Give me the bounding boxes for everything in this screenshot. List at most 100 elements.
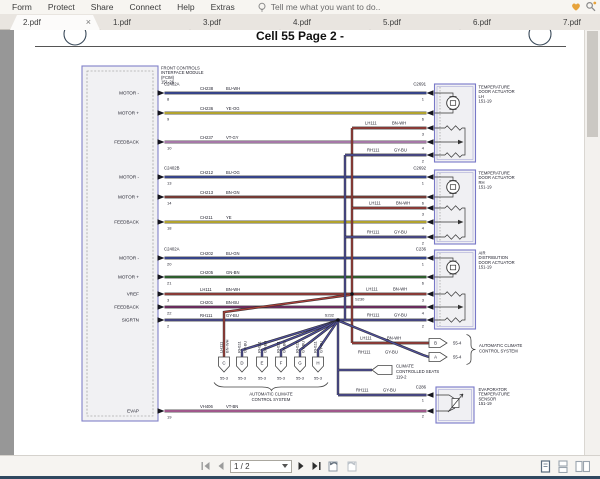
- tab-3.pdf[interactable]: 3.pdf: [190, 15, 280, 30]
- search-icon[interactable]: [585, 1, 597, 12]
- view-mode-group: [540, 459, 590, 473]
- connector-B: [428, 338, 448, 348]
- prev-page-button[interactable]: [216, 461, 225, 471]
- module-pin-label: EVAP: [127, 409, 139, 414]
- module-pin-number: 8: [167, 97, 170, 102]
- actuator-name: RH: [479, 180, 485, 185]
- menu-help[interactable]: Help: [177, 2, 195, 12]
- next-view-button[interactable]: [345, 460, 358, 472]
- menu-protect[interactable]: Protect: [47, 2, 75, 12]
- net-circuit-label: LH111: [369, 201, 381, 206]
- arrowhead-right: [157, 274, 165, 280]
- net-color-label: GY-BU: [394, 148, 407, 153]
- motor-symbol: [446, 260, 460, 275]
- tab-1.pdf[interactable]: 1.pdf: [100, 15, 190, 30]
- tell-me-box[interactable]: Tell me what you want to do..: [257, 2, 380, 13]
- wire-color-label: BU-GN: [226, 251, 240, 256]
- tab-close-icon[interactable]: ×: [85, 17, 91, 27]
- junction-label: S232: [325, 313, 335, 318]
- tab-5.pdf[interactable]: 5.pdf: [370, 15, 460, 30]
- connector-letter: G: [298, 361, 302, 366]
- tab-label: 1.pdf: [113, 18, 131, 27]
- arrowhead-left: [426, 274, 434, 280]
- connector-D: [236, 356, 248, 373]
- single-page-view-button[interactable]: [540, 459, 551, 473]
- continuous-view-button[interactable]: [557, 459, 569, 473]
- menu-extras[interactable]: Extras: [210, 2, 235, 12]
- wiper-arrow: [458, 139, 464, 145]
- last-page-button[interactable]: [311, 461, 322, 471]
- actuator-pin-number: 6: [422, 117, 425, 122]
- module-name: 151-26: [161, 80, 175, 85]
- connector-C: [218, 356, 230, 373]
- wire: [280, 319, 339, 357]
- binder-hole-right: [528, 30, 552, 46]
- diagram-shape: [449, 264, 457, 271]
- resistor-symbol: [444, 234, 463, 240]
- tab-label: 5.pdf: [383, 18, 401, 27]
- net-circuit-label: RH111: [358, 350, 371, 355]
- module-pin-number: 22: [167, 311, 172, 316]
- next-page-button[interactable]: [297, 461, 306, 471]
- menu-share[interactable]: Share: [90, 2, 114, 12]
- menu-items: Form Protect Share Connect Help Extras: [4, 2, 243, 12]
- vertical-circuit-label: RH111: [313, 340, 318, 353]
- actuator-name: 151-19: [479, 185, 493, 190]
- actuator-pin-number: 6: [422, 281, 425, 286]
- arrowhead-left: [426, 110, 434, 116]
- tab-4.pdf[interactable]: 4.pdf: [280, 15, 370, 30]
- arrowhead-right: [157, 304, 165, 310]
- tab-7.pdf[interactable]: 7.pdf: [550, 15, 600, 30]
- module-pin-number: 10: [167, 146, 172, 151]
- first-page-button[interactable]: [200, 461, 211, 471]
- tab-2.pdf[interactable]: 2.pdf ×: [10, 15, 100, 30]
- facing-pages-view-button[interactable]: [575, 460, 590, 473]
- prev-view-button[interactable]: [327, 460, 340, 472]
- module-connector-label: C2402B: [164, 166, 180, 171]
- vertical-scrollbar[interactable]: [584, 30, 600, 455]
- wire-color-label: BN-GN: [226, 190, 240, 195]
- wire-color-label: YE-OG: [226, 106, 240, 111]
- module-pin-number: 19: [167, 415, 172, 420]
- diagram-shape: [447, 393, 464, 413]
- tab-6.pdf[interactable]: 6.pdf: [460, 15, 550, 30]
- diagram-shape: [440, 293, 466, 321]
- wire: [223, 294, 352, 357]
- actuator-connector-label: C2692: [413, 166, 426, 171]
- wire-circuit-label: CH202: [200, 251, 214, 256]
- page-indicator[interactable]: 1 / 2: [230, 459, 292, 473]
- net-circuit-label: RH111: [367, 148, 380, 153]
- arrowhead-left: [426, 255, 434, 261]
- wire-circuit-label: VH406: [200, 404, 213, 409]
- vertical-circuit-label: RH111: [237, 340, 242, 353]
- actuator-pin-number: 3: [422, 132, 425, 137]
- actuator-pin-number: 1: [422, 262, 425, 267]
- wire-circuit-label: CH211: [200, 215, 213, 220]
- net-circuit-label: RH111: [367, 230, 380, 235]
- wire: [241, 319, 339, 357]
- fcim-module-inner: [86, 70, 154, 417]
- evap-sensor-name: EVAPORATOR: [479, 387, 507, 392]
- heart-icon[interactable]: [570, 1, 582, 12]
- actuator-pin-number: 1: [422, 97, 425, 102]
- module-name: (FCIM): [161, 75, 175, 80]
- module-pin-number: 2: [167, 324, 170, 329]
- module-name: FRONT CONTROLS: [161, 66, 200, 71]
- connector-ref: 55-3: [220, 376, 229, 381]
- menu-connect[interactable]: Connect: [129, 2, 162, 12]
- net-color-label: GY-BU: [383, 388, 396, 393]
- wire-color-label: VT-GY: [226, 135, 239, 140]
- arrowhead-left: [426, 174, 434, 180]
- connector-E: [256, 356, 268, 373]
- scrollbar-thumb[interactable]: [587, 31, 598, 137]
- arrowhead-left: [426, 408, 434, 414]
- diagram-shape: [440, 207, 466, 238]
- connector-letter: F: [280, 361, 283, 366]
- wire-circuit-label: CH236: [200, 106, 214, 111]
- wiper-arrow: [458, 219, 464, 225]
- arrowhead-right: [157, 174, 165, 180]
- connector-ref: 55-3: [277, 376, 286, 381]
- right-caption: AUTOMATIC CLIMATE: [479, 343, 522, 348]
- menu-form[interactable]: Form: [12, 2, 32, 12]
